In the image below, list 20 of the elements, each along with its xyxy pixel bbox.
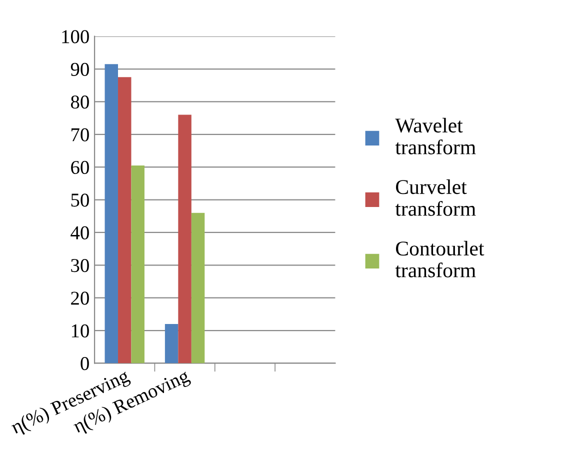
y-tick-label: 70 <box>72 128 89 142</box>
y-tick-label: 0 <box>80 357 89 370</box>
y-tick-label: 30 <box>71 258 89 272</box>
bar <box>131 165 144 364</box>
legend-label: Curvelet transform <box>395 179 476 216</box>
bar <box>104 64 118 364</box>
y-tick-label: 100 <box>62 30 89 44</box>
bar <box>178 114 192 364</box>
legend-label: Wavelet transform <box>395 118 476 154</box>
bar <box>118 77 132 364</box>
y-tick-label: 60 <box>71 160 89 174</box>
legend-label: Contourlet transform <box>395 240 484 278</box>
y-tick-label: 10 <box>72 324 89 338</box>
y-tick-label: 80 <box>70 96 89 109</box>
y-tick-label: 50 <box>71 194 89 207</box>
y-tick-label: 90 <box>70 62 89 76</box>
bar <box>191 212 205 364</box>
y-tick-label: 40 <box>70 226 89 240</box>
bar <box>164 324 178 364</box>
y-tick-label: 20 <box>71 292 89 305</box>
